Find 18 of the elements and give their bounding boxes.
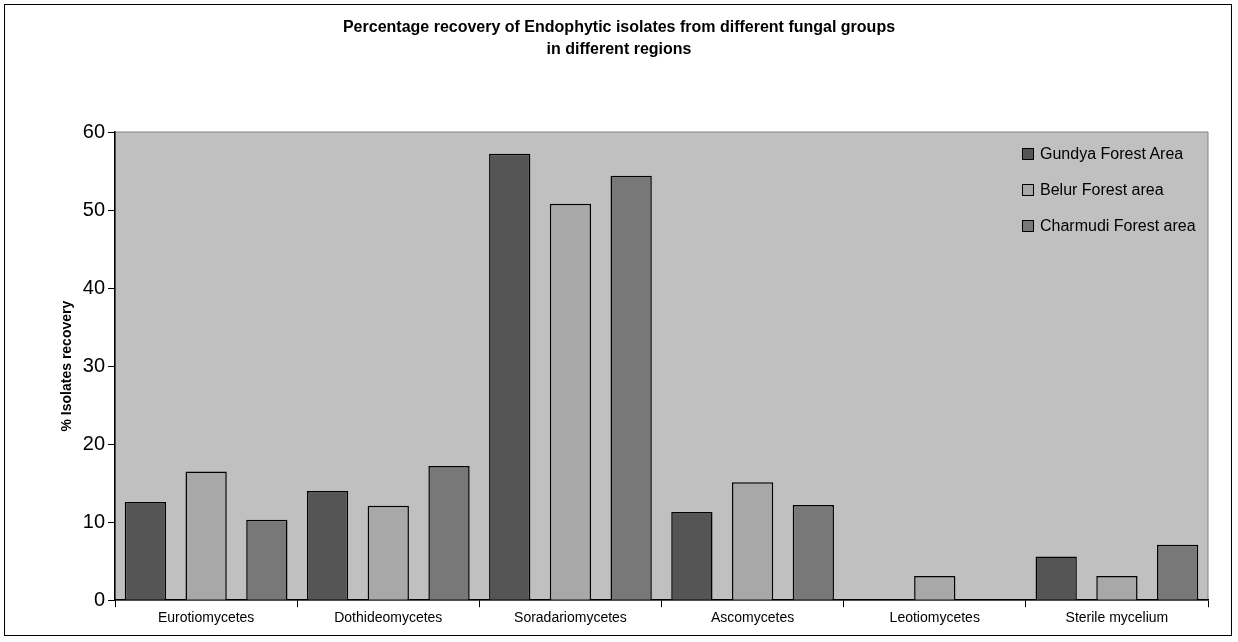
y-tick-label: 40 (82, 275, 106, 298)
legend-label: Charmudi Forest area (1040, 216, 1196, 236)
y-axis-title: % Isolates recovery (58, 300, 75, 432)
x-tick-label: Ascomycetes (710, 609, 795, 626)
x-tick-label: Sterile mycelium (1065, 609, 1169, 626)
y-tick-label: 10 (82, 509, 106, 532)
legend-label: Belur Forest area (1040, 180, 1164, 200)
y-tick-label: 50 (82, 197, 106, 220)
y-tick-label: 30 (82, 353, 106, 376)
x-tick-label: Dothideomycetes (334, 609, 443, 626)
x-tick-label: Soradariomycetes (514, 609, 627, 626)
x-tick-label: Leotiomycetes (889, 609, 980, 626)
y-tick-label: 60 (82, 119, 106, 142)
y-tick-label: 20 (82, 431, 106, 454)
y-tick-label: 0 (93, 587, 106, 610)
chart-title: Percentage recovery of Endophytic isolates from different fungal groups in different regions (341, 17, 897, 59)
legend-label: Gundya Forest Area (1040, 144, 1184, 164)
x-tick-label: Eurotiomycetes (157, 609, 255, 626)
